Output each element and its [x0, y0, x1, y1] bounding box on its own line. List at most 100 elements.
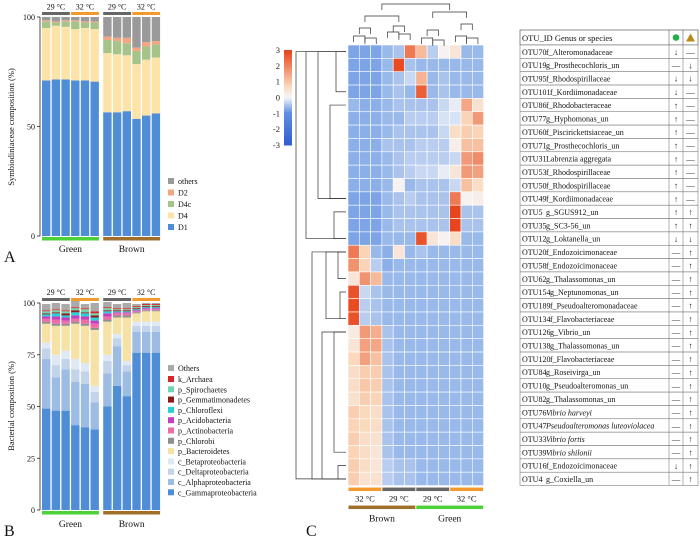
heatmap-cell: [460, 431, 473, 446]
heatmap-cell: [426, 311, 439, 326]
table-arrow-brown: ↑: [688, 247, 692, 257]
heatmap-cell: [347, 44, 360, 59]
heatmap-cell: [471, 191, 484, 206]
row-dendrogram-branch: [329, 104, 346, 199]
b-bar-segment: [51, 410, 61, 510]
heatmap-cell: [392, 405, 405, 420]
heatmap-cell: [415, 351, 428, 366]
heatmap-cell: [404, 284, 417, 299]
heatmap-cell: [381, 84, 394, 99]
heatmap-cell: [370, 271, 383, 286]
heatmap-cell: [347, 431, 360, 446]
a-temp-bar: [103, 12, 131, 15]
b-bar-segment: [80, 316, 90, 320]
a-temp-label: 29 °C: [47, 3, 66, 12]
b-bar-segment: [51, 365, 61, 378]
heatmap-cell: [392, 284, 405, 299]
a-bar-segment: [151, 41, 161, 45]
a-bar-segment: [61, 79, 70, 236]
heatmap-cell: [471, 471, 484, 486]
heatmap-cell: [358, 431, 371, 446]
heatmap-cell: [358, 365, 371, 380]
b-bar-segment: [42, 323, 51, 343]
heatmap-cell: [415, 138, 428, 153]
a-bar-segment: [142, 59, 151, 116]
table-otu-id: OTU16: [522, 462, 546, 471]
heatmap-cell: [426, 378, 439, 393]
heatmap-cell: [471, 258, 484, 273]
table-otu-id: OTU49: [522, 195, 546, 204]
table-taxon-name: f_Kordiimonadaceae: [546, 195, 614, 204]
color-scale-step: [284, 61, 292, 65]
heatmap-cell: [415, 471, 428, 486]
heatmap-cell: [381, 351, 394, 366]
color-scale-step: [284, 64, 292, 68]
c-group-bar-green: [416, 505, 484, 510]
table-arrow-green: —: [671, 314, 681, 324]
table-arrow-green: —: [671, 261, 681, 271]
heatmap-cell: [370, 405, 383, 420]
table-otu-id: OTU31: [522, 155, 546, 164]
b-bar-segment: [151, 309, 161, 311]
heatmap-cell: [392, 298, 405, 313]
heatmap-cell: [370, 458, 383, 473]
b-bar-segment: [142, 309, 151, 311]
b-legend-label: p_Chloroflexi: [178, 406, 224, 415]
table-otu-id: OTU39: [522, 448, 546, 457]
heatmap-cell: [415, 418, 428, 433]
a-temp-bar: [132, 12, 161, 15]
heatmap-cell: [460, 445, 473, 460]
b-legend-label: c_Alphaproteobacteria: [178, 478, 251, 487]
table-arrow-green: ↑: [674, 181, 678, 191]
heatmap-cell: [449, 98, 462, 113]
b-bar-segment: [51, 316, 61, 320]
a-legend-swatch: [168, 224, 174, 230]
table-otu-id: OTU71: [522, 141, 546, 150]
column-dendrogram-branch: [421, 37, 434, 44]
table-arrow-brown: ↓: [688, 74, 692, 84]
heatmap-cell: [460, 271, 473, 286]
b-bar-segment: [90, 311, 99, 314]
heatmap-cell: [381, 445, 394, 460]
b-bar-segment: [112, 309, 122, 311]
b-bar-segment: [61, 311, 70, 314]
heatmap-cell: [460, 258, 473, 273]
heatmap-cell: [370, 191, 383, 206]
heatmap-cell: [460, 405, 473, 420]
table-arrow-brown: ↑: [688, 221, 692, 231]
heatmap-cell: [438, 271, 450, 286]
table-arrow-brown: —: [685, 167, 695, 177]
b-bar-segment: [42, 313, 51, 315]
heatmap-cell: [370, 98, 383, 113]
heatmap-cell: [449, 311, 462, 326]
heatmap-cell: [471, 271, 484, 286]
table-arrow-brown: ↑: [688, 261, 692, 271]
b-bar-segment: [103, 373, 112, 407]
heatmap-cell: [358, 58, 371, 72]
heatmap-cell: [392, 445, 405, 460]
table-arrow-green: ↑: [674, 154, 678, 164]
heatmap-cell: [370, 325, 383, 340]
table-arrow-green: —: [671, 287, 681, 297]
heatmap-cell: [404, 111, 417, 126]
heatmap-cell: [438, 311, 450, 326]
heatmap-cell: [438, 58, 450, 72]
table-arrow-brown: ↑: [688, 448, 692, 458]
heatmap-cell: [358, 405, 371, 420]
heatmap-cell: [449, 391, 462, 406]
heatmap-cell: [381, 391, 394, 406]
b-legend-label: k_Archaea: [178, 375, 213, 384]
heatmap-cell: [460, 138, 473, 153]
heatmap-cell: [449, 71, 462, 86]
b-bar-segment: [71, 308, 80, 311]
b-bar-segment: [51, 313, 61, 317]
b-bar-segment: [103, 321, 112, 355]
heatmap-cell: [370, 164, 383, 179]
color-scale-step: [284, 88, 292, 91]
heatmap-cell: [381, 244, 394, 259]
heatmap-cell: [438, 258, 450, 273]
b-bar-segment: [51, 377, 61, 411]
heatmap-cell: [381, 71, 394, 86]
color-scale-step: [284, 126, 292, 129]
b-bar-segment: [103, 308, 112, 311]
